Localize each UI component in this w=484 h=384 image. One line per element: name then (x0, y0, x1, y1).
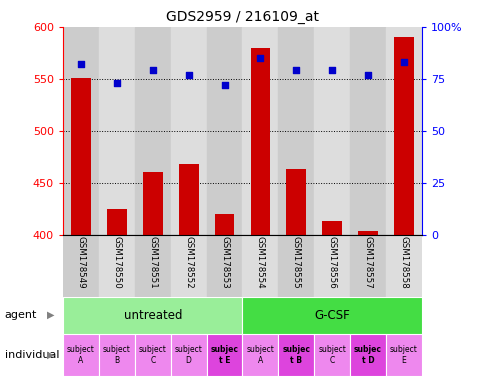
Bar (278, 27, 314, 235)
Text: ▶: ▶ (47, 350, 55, 360)
Text: GSM178557: GSM178557 (363, 237, 372, 289)
Text: GSM178553: GSM178553 (220, 237, 228, 289)
Point (363, 71, 371, 78)
Bar (135, 27, 170, 235)
Text: subject
E: subject E (389, 345, 417, 365)
Bar (135, 334, 170, 376)
Bar (170, 334, 206, 376)
Bar (314, 27, 349, 235)
Bar (385, 27, 421, 235)
Text: G-CSF: G-CSF (314, 309, 349, 322)
Bar (322, 221, 341, 235)
Bar (242, 334, 278, 376)
Bar (214, 214, 234, 235)
Bar (99, 235, 135, 297)
Bar (242, 27, 278, 235)
Bar (242, 235, 278, 297)
Bar (206, 334, 242, 376)
Text: GSM178552: GSM178552 (184, 237, 193, 289)
Point (220, 82, 228, 88)
Bar (63, 334, 99, 376)
Bar (107, 209, 126, 235)
Text: GSM178554: GSM178554 (256, 237, 264, 289)
Bar (135, 235, 170, 297)
Text: subjec
t B: subjec t B (282, 345, 310, 365)
Bar (250, 48, 270, 235)
Bar (349, 27, 385, 235)
Point (399, 59, 407, 65)
Bar (206, 235, 242, 297)
Text: subject
A: subject A (246, 345, 274, 365)
Text: GSM178550: GSM178550 (112, 237, 121, 289)
Text: subject
C: subject C (318, 345, 346, 365)
Bar (349, 235, 385, 297)
Bar (278, 334, 314, 376)
Point (256, 55, 264, 61)
Text: subjec
t D: subjec t D (353, 345, 381, 365)
Text: subject
A: subject A (67, 345, 95, 365)
Bar (314, 334, 349, 376)
Bar (99, 334, 135, 376)
Bar (179, 164, 198, 235)
Text: untreated: untreated (123, 309, 182, 322)
Bar (278, 235, 314, 297)
Point (184, 71, 192, 78)
Text: subject
D: subject D (174, 345, 202, 365)
Bar (63, 27, 99, 235)
Point (149, 68, 156, 74)
Bar (385, 334, 421, 376)
Text: ▶: ▶ (47, 310, 55, 320)
Text: agent: agent (5, 310, 37, 320)
Bar (242, 297, 421, 334)
Point (77, 61, 85, 67)
Point (292, 68, 300, 74)
Bar (170, 235, 206, 297)
Text: GSM178549: GSM178549 (76, 237, 85, 289)
Bar (385, 235, 421, 297)
Point (328, 68, 335, 74)
Bar (143, 172, 162, 235)
Bar (170, 27, 206, 235)
Title: GDS2959 / 216109_at: GDS2959 / 216109_at (166, 10, 318, 25)
Text: subject
B: subject B (103, 345, 131, 365)
Bar (63, 297, 242, 334)
Bar (71, 78, 91, 235)
Bar (349, 334, 385, 376)
Text: GSM178556: GSM178556 (327, 237, 336, 289)
Text: subject
C: subject C (138, 345, 166, 365)
Bar (63, 235, 99, 297)
Bar (314, 235, 349, 297)
Text: subjec
t E: subjec t E (210, 345, 238, 365)
Text: GSM178551: GSM178551 (148, 237, 157, 289)
Bar (206, 27, 242, 235)
Bar (99, 27, 135, 235)
Text: GSM178555: GSM178555 (291, 237, 300, 289)
Bar (286, 169, 305, 235)
Bar (393, 37, 413, 235)
Text: GSM178558: GSM178558 (399, 237, 408, 289)
Point (113, 80, 121, 86)
Text: individual: individual (5, 350, 59, 360)
Bar (358, 232, 377, 235)
